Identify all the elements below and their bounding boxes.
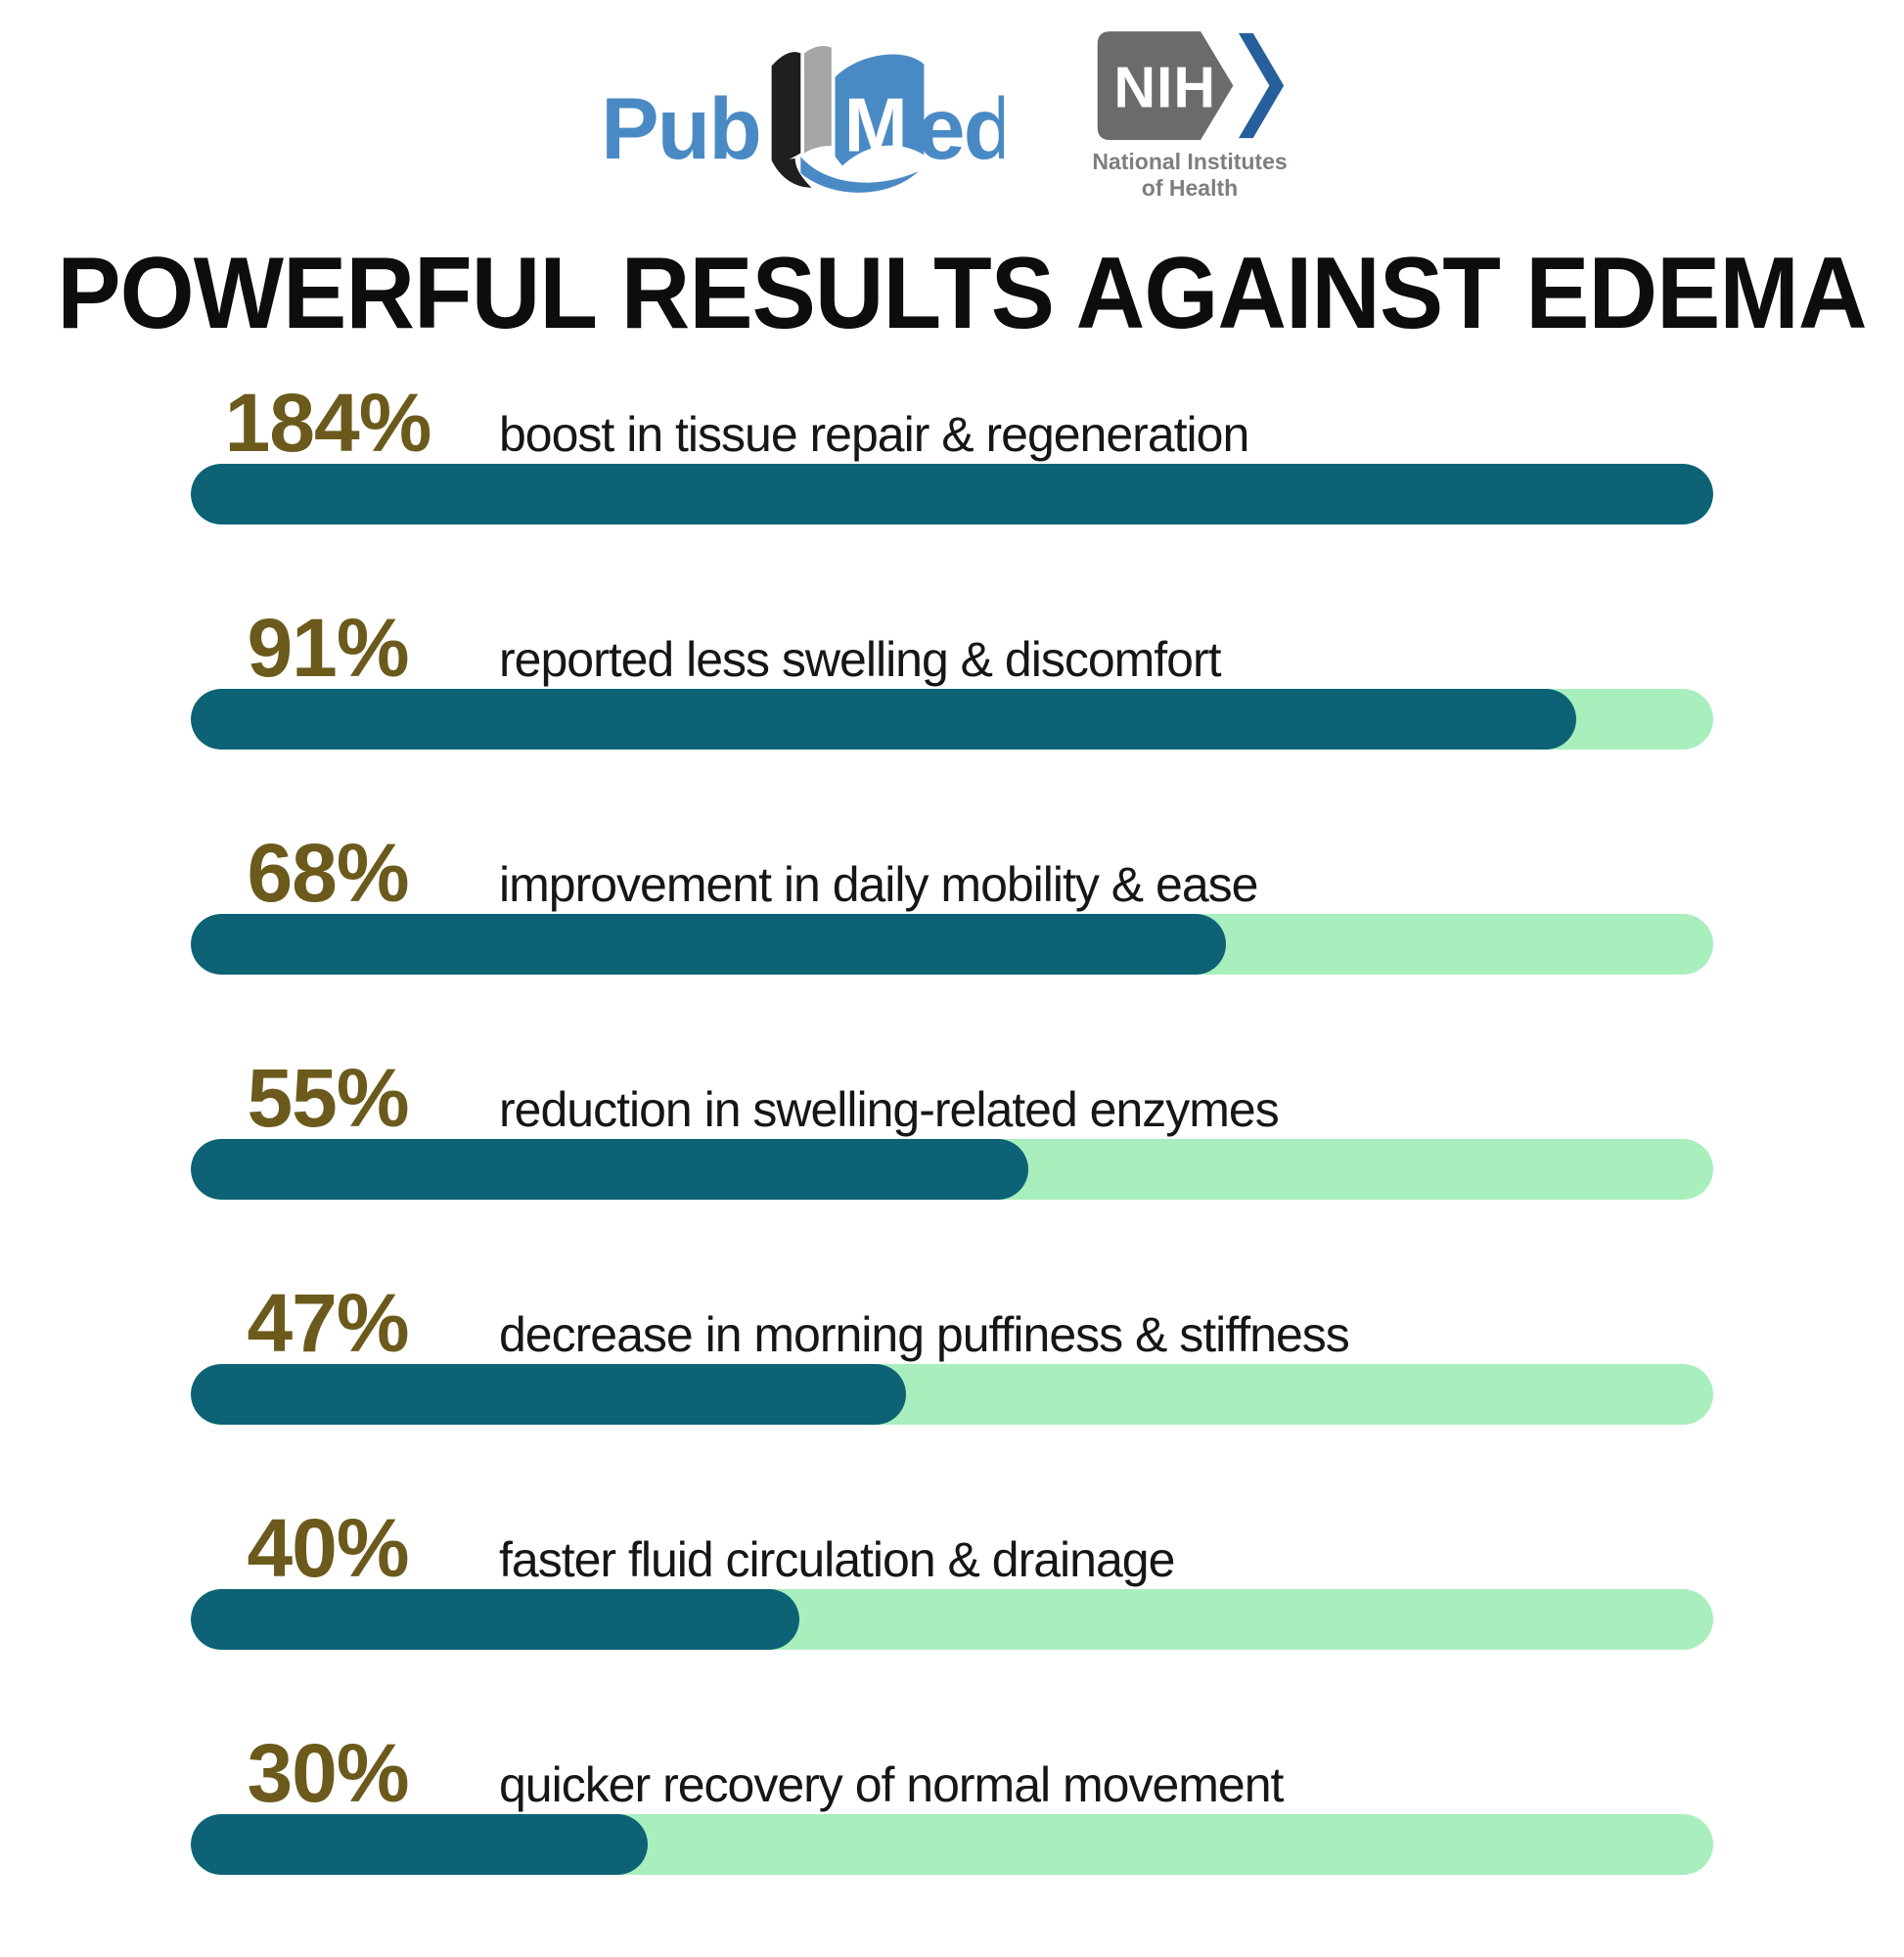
stat-row: 184% boost in tissue repair & regenerati… (191, 382, 1713, 607)
stat-row-text: 40% faster fluid circulation & drainage (191, 1507, 1713, 1589)
pubmed-logo-ed-text: ed (917, 79, 1004, 177)
stat-label: quicker recovery of normal movement (499, 1757, 1284, 1813)
stat-bar-track (191, 1589, 1713, 1651)
book-gray-page-icon (804, 46, 832, 154)
stat-percent: 40% (247, 1502, 409, 1595)
stat-label: boost in tissue repair & regeneration (499, 407, 1249, 463)
stat-bar-fill (191, 1139, 1028, 1201)
stat-row: 40% faster fluid circulation & drainage (191, 1507, 1713, 1732)
stat-bar-track (191, 1364, 1713, 1426)
stat-label: reported less swelling & discomfort (499, 632, 1222, 688)
stat-percent: 30% (247, 1727, 409, 1820)
stat-bar-fill (191, 914, 1227, 976)
stat-percent: 55% (247, 1052, 409, 1145)
nih-acronym-text: NIH (1113, 55, 1216, 120)
pubmed-logo-icon: Pub M ed (605, 46, 1004, 193)
stat-label: improvement in daily mobility & ease (499, 857, 1258, 913)
stat-percent: 47% (247, 1277, 409, 1370)
stat-bar-fill (191, 464, 1713, 525)
stat-bar-track (191, 1814, 1713, 1876)
stat-row-text: 30% quicker recovery of normal movement (191, 1732, 1713, 1814)
nih-caption-line1: National Institutes (1092, 149, 1288, 174)
stat-percent: 91% (247, 602, 409, 695)
stat-percent: 68% (247, 827, 409, 920)
nih-caption: National Institutes of Health (1092, 149, 1287, 202)
stat-bar-track (191, 689, 1713, 751)
stat-row-text: 55% reduction in swelling-related enzyme… (191, 1057, 1713, 1139)
stat-bar-fill (191, 1589, 800, 1651)
stat-row: 30% quicker recovery of normal movement (191, 1732, 1713, 1957)
stat-bar-fill (191, 1814, 648, 1876)
pubmed-logo-pub-text: Pub (605, 79, 760, 177)
book-blue-page-icon (835, 54, 925, 166)
stat-row-text: 68% improvement in daily mobility & ease (191, 832, 1713, 914)
stat-row: 47% decrease in morning puffiness & stif… (191, 1282, 1713, 1507)
book-blue-swoosh-icon (800, 157, 919, 193)
nih-chevron-icon (1238, 32, 1285, 139)
page-title: POWERFUL RESULTS AGAINST EDEMA (57, 237, 1867, 350)
stat-percent: 184% (224, 377, 432, 470)
header: Pub M ed NIH National Institutes of Heal… (0, 0, 1904, 217)
stat-label: reduction in swelling-related enzymes (499, 1082, 1280, 1138)
nih-logo-mark-icon: NIH (1097, 31, 1285, 141)
book-dark-page-icon (771, 52, 801, 162)
book-dark-swoosh-icon (771, 159, 812, 188)
stat-row-text: 47% decrease in morning puffiness & stif… (191, 1282, 1713, 1364)
stat-bar-track (191, 914, 1713, 976)
nih-caption-line2: of Health (1141, 175, 1239, 201)
stat-row-text: 184% boost in tissue repair & regenerati… (191, 382, 1713, 464)
pubmed-logo-m-text: M (844, 82, 908, 168)
stat-row: 55% reduction in swelling-related enzyme… (191, 1057, 1713, 1282)
stat-row-text: 91% reported less swelling & discomfort (191, 607, 1713, 689)
stat-bar-track (191, 464, 1713, 525)
stat-bar-fill (191, 1364, 907, 1426)
stats-list: 184% boost in tissue repair & regenerati… (191, 382, 1713, 1957)
stat-row: 68% improvement in daily mobility & ease (191, 832, 1713, 1057)
nih-arrow-shape-icon (1097, 31, 1234, 141)
stat-bar-track (191, 1139, 1713, 1201)
stat-label: faster fluid circulation & drainage (499, 1532, 1175, 1588)
stat-row: 91% reported less swelling & discomfort (191, 607, 1713, 832)
nih-logo: NIH National Institutes of Health (1080, 29, 1299, 202)
stat-label: decrease in morning puffiness & stiffnes… (499, 1307, 1350, 1363)
stat-bar-fill (191, 689, 1576, 751)
